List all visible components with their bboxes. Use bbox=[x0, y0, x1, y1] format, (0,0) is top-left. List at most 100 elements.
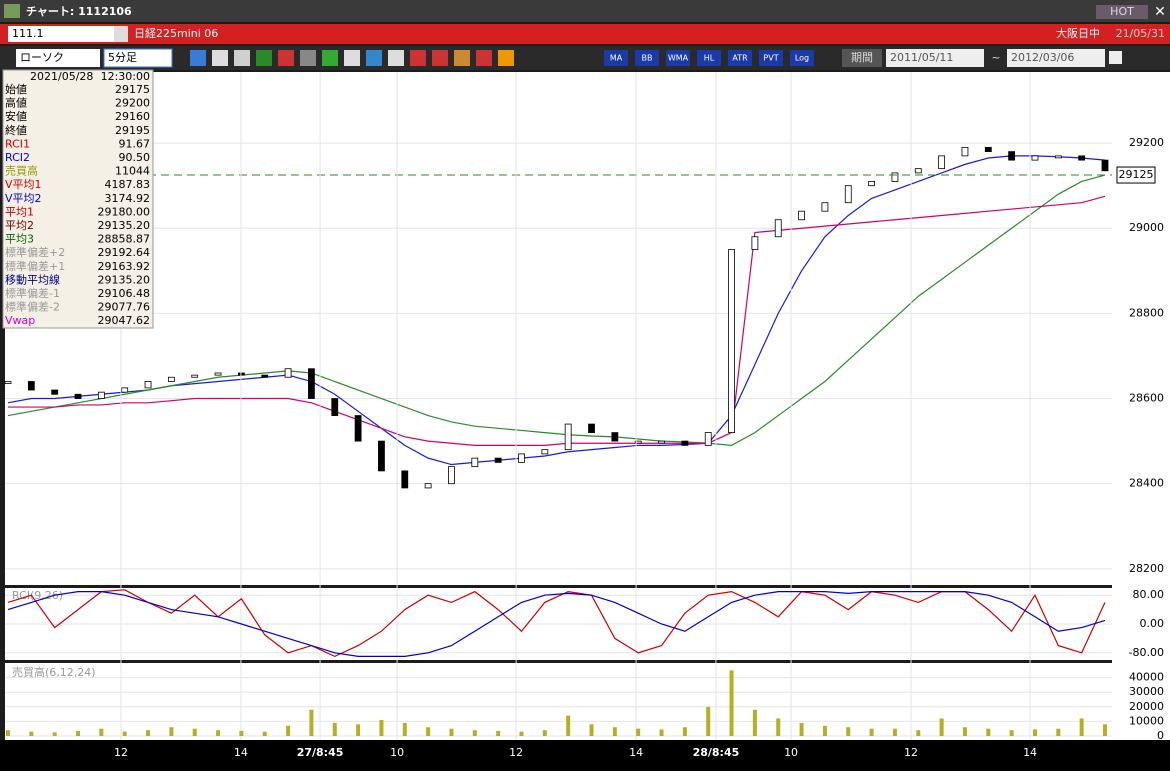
tool-icon[interactable] bbox=[410, 50, 426, 66]
tool-button-label[interactable]: MA bbox=[610, 54, 623, 63]
tool-button[interactable] bbox=[635, 50, 659, 66]
end-label[interactable]: 2012/03/06 bbox=[1011, 51, 1074, 64]
tool-button-label[interactable]: HL bbox=[704, 54, 715, 63]
info-value: 29175 bbox=[115, 83, 150, 96]
candle bbox=[914, 168, 922, 174]
tool-button[interactable] bbox=[697, 50, 721, 66]
volume-bar bbox=[1103, 724, 1107, 736]
tool-button-label[interactable]: BB bbox=[642, 54, 653, 63]
code-input[interactable] bbox=[8, 26, 128, 42]
volume-bar bbox=[892, 728, 897, 736]
info-panel: 2021/05/28 12:30:00 始値 29175 高値 29200 安値 2916… bbox=[2, 69, 154, 329]
tool-button-label[interactable]: WMA bbox=[668, 54, 689, 63]
info-value: 29160 bbox=[115, 110, 150, 123]
tool-icon[interactable] bbox=[278, 50, 294, 66]
volume-bar bbox=[146, 730, 151, 736]
info-value: 11044 bbox=[115, 165, 150, 178]
candle bbox=[798, 210, 805, 221]
volume-bar bbox=[542, 730, 547, 736]
code[interactable]: 111.1 bbox=[12, 27, 44, 40]
interval-label[interactable]: 5分足 bbox=[108, 51, 137, 64]
end-date[interactable] bbox=[1007, 49, 1105, 67]
style-label[interactable]: ローソク bbox=[20, 51, 64, 64]
volume-bar bbox=[286, 725, 291, 736]
tool-button[interactable] bbox=[790, 50, 814, 66]
info-label: RCI1 bbox=[5, 137, 30, 150]
tool-icon[interactable] bbox=[322, 50, 338, 66]
info-label: 平均2 bbox=[5, 219, 34, 232]
info-label: 安値 bbox=[5, 109, 27, 123]
header-date: 21/05/31 bbox=[1116, 27, 1165, 40]
info-value: 29180.00 bbox=[98, 205, 151, 218]
hot-label[interactable]: HOT bbox=[1110, 5, 1134, 18]
y-tick-label: 28400 bbox=[1129, 477, 1164, 490]
tool-button-label[interactable]: PVT bbox=[763, 54, 778, 63]
tool-icon[interactable] bbox=[432, 50, 448, 66]
tool-icon[interactable] bbox=[454, 50, 470, 66]
volume-bar bbox=[379, 719, 384, 736]
tool-button-label[interactable]: ATR bbox=[732, 54, 748, 63]
info-label: 高値 bbox=[5, 96, 27, 110]
info-value: 29077.76 bbox=[98, 301, 151, 314]
volume-bar bbox=[682, 727, 687, 736]
tool-icon[interactable] bbox=[344, 50, 360, 66]
app-icon bbox=[4, 4, 20, 18]
tool-icon[interactable] bbox=[476, 50, 492, 66]
volume-bar bbox=[52, 732, 57, 736]
tool-icon[interactable] bbox=[234, 50, 250, 66]
start-label[interactable]: 2011/05/11 bbox=[890, 51, 953, 64]
info-label: 標準偏差-2 bbox=[5, 300, 60, 314]
tool-icon[interactable] bbox=[498, 50, 514, 66]
tool-icon[interactable] bbox=[256, 50, 272, 66]
volume-bar bbox=[99, 728, 104, 736]
candle bbox=[448, 466, 455, 485]
volume-bar bbox=[356, 724, 361, 736]
y-tick-label: 80.00 bbox=[1133, 588, 1165, 601]
indicator-line bbox=[7, 589, 1106, 658]
candle bbox=[564, 423, 572, 451]
period-label[interactable]: 期間 bbox=[851, 51, 873, 64]
info-value: 90.50 bbox=[119, 151, 151, 164]
indicator-line bbox=[7, 590, 1106, 658]
close-icon[interactable]: ✕ bbox=[1154, 4, 1166, 20]
volume-bar bbox=[122, 731, 127, 736]
tool-icon[interactable] bbox=[212, 50, 228, 66]
indicator-line bbox=[8, 195, 1106, 446]
tool-icon[interactable] bbox=[300, 50, 316, 66]
period-button[interactable] bbox=[842, 49, 882, 67]
tool-button[interactable] bbox=[666, 50, 690, 66]
candle bbox=[961, 146, 969, 157]
checkbox[interactable] bbox=[1109, 51, 1122, 64]
info-label: V平均1 bbox=[5, 178, 42, 191]
volume-bar bbox=[332, 722, 337, 736]
candle bbox=[121, 387, 129, 393]
info-value: 29195 bbox=[115, 124, 150, 137]
volume-bar bbox=[916, 730, 921, 736]
info-value: 3174.92 bbox=[105, 192, 151, 205]
start-date[interactable] bbox=[886, 49, 984, 67]
candle bbox=[4, 381, 12, 384]
tool-button[interactable] bbox=[728, 50, 752, 66]
hot-button[interactable] bbox=[1096, 5, 1148, 19]
code-dropdown[interactable] bbox=[114, 26, 128, 42]
volume-bar bbox=[262, 731, 267, 736]
candle bbox=[844, 185, 852, 204]
tool-button[interactable] bbox=[759, 50, 783, 66]
info-label: 移動平均線 bbox=[5, 272, 60, 286]
x-tick-label: 10 bbox=[390, 746, 404, 759]
icon-group: MA BB WMA HL ATR PVT Log bbox=[190, 50, 814, 66]
tool-button-label[interactable]: Log bbox=[795, 54, 809, 63]
current-price-label: 29125 bbox=[1119, 168, 1154, 181]
tool-icon[interactable] bbox=[190, 50, 206, 66]
candle bbox=[611, 432, 619, 442]
x-tick-label: 12 bbox=[114, 746, 128, 759]
interval-select[interactable] bbox=[103, 48, 173, 68]
tool-icon[interactable] bbox=[388, 50, 404, 66]
candle bbox=[167, 376, 175, 382]
tool-icon[interactable] bbox=[366, 50, 382, 66]
candle bbox=[634, 440, 642, 444]
volume-bar bbox=[846, 727, 851, 736]
volume-bar bbox=[1079, 718, 1084, 736]
style-select[interactable] bbox=[16, 49, 100, 67]
tool-button[interactable] bbox=[604, 50, 628, 66]
